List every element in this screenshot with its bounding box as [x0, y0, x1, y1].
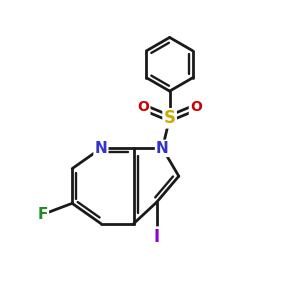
Text: N: N [94, 141, 107, 156]
Text: O: O [137, 100, 149, 115]
Text: F: F [38, 207, 48, 222]
Text: N: N [156, 141, 169, 156]
Text: O: O [190, 100, 202, 115]
Text: I: I [154, 228, 160, 246]
Text: S: S [164, 109, 175, 127]
